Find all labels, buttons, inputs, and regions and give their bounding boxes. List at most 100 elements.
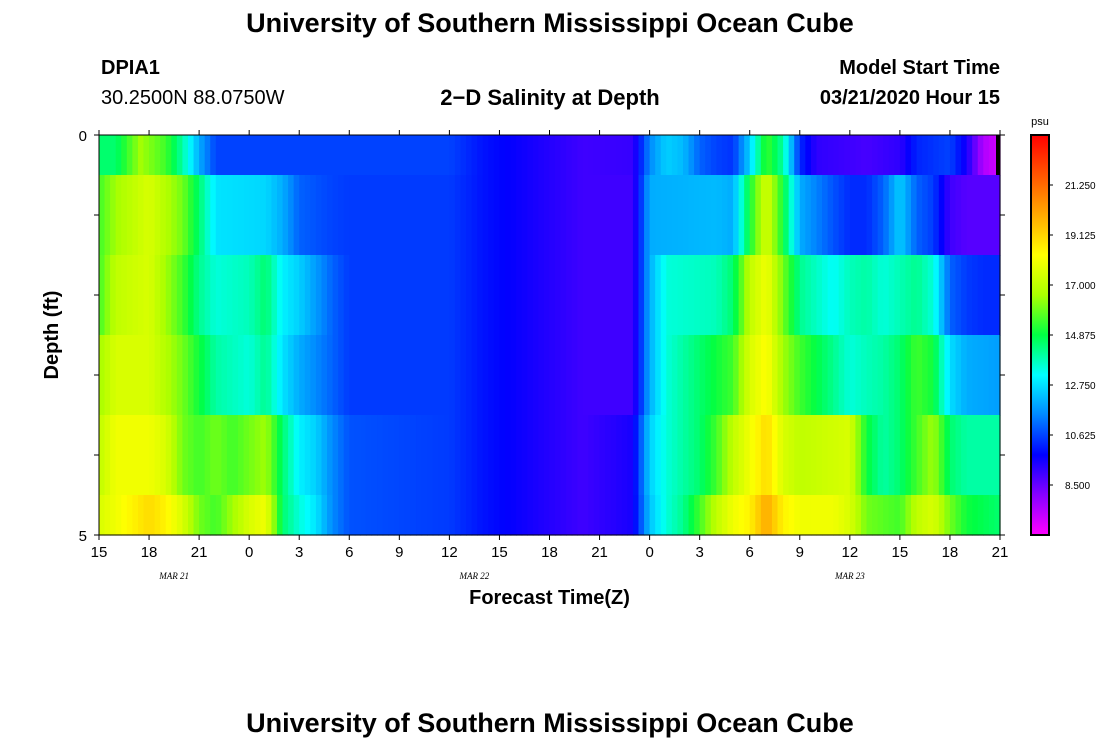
heatmap-cell bbox=[838, 175, 845, 256]
colorbar-tick-label: 21.250 bbox=[1065, 181, 1096, 192]
heatmap-cell bbox=[894, 175, 901, 256]
heatmap-cell bbox=[115, 135, 122, 176]
heatmap-cell bbox=[516, 175, 523, 256]
heatmap-cell bbox=[577, 415, 584, 496]
heatmap-cell bbox=[215, 175, 222, 256]
heatmap-cell bbox=[666, 415, 673, 496]
heatmap-cell bbox=[349, 255, 356, 336]
heatmap-cell bbox=[961, 135, 968, 176]
heatmap-cell bbox=[499, 255, 506, 336]
heatmap-cell bbox=[933, 255, 940, 336]
heatmap-cell bbox=[655, 495, 662, 536]
heatmap-cell bbox=[566, 415, 573, 496]
heatmap-cell bbox=[360, 495, 367, 536]
heatmap-cell bbox=[577, 255, 584, 336]
heatmap-cell bbox=[721, 415, 729, 496]
heatmap-cell bbox=[632, 335, 640, 416]
heatmap-cell bbox=[365, 335, 373, 416]
heatmap-cell bbox=[872, 415, 879, 496]
heatmap-cell bbox=[315, 135, 323, 176]
heatmap-cell bbox=[838, 135, 845, 176]
heatmap-cell bbox=[905, 175, 912, 256]
heatmap-cell bbox=[621, 495, 628, 536]
heatmap-cell bbox=[733, 415, 740, 496]
heatmap-cell bbox=[321, 255, 328, 336]
heatmap-cell bbox=[577, 495, 584, 536]
model-start-time: 03/21/2020 Hour 15 bbox=[819, 87, 1000, 109]
heatmap-cell bbox=[382, 135, 389, 176]
heatmap-cell bbox=[521, 135, 528, 176]
heatmap-cell bbox=[877, 255, 884, 336]
heatmap-cell bbox=[605, 135, 612, 176]
heatmap-cell bbox=[771, 335, 779, 416]
heatmap-cell bbox=[121, 415, 128, 496]
heatmap-cell bbox=[949, 495, 957, 536]
heatmap-cell bbox=[99, 175, 106, 256]
heatmap-cell bbox=[282, 335, 289, 416]
heatmap-cell bbox=[710, 415, 717, 496]
heatmap-cell bbox=[365, 415, 373, 496]
heatmap-cell bbox=[276, 335, 284, 416]
y-axis-label: Depth (ft) bbox=[41, 291, 63, 380]
heatmap-cell bbox=[249, 415, 256, 496]
heatmap-cell bbox=[949, 415, 957, 496]
heatmap-cell bbox=[883, 255, 890, 336]
heatmap-cell bbox=[849, 135, 856, 176]
heatmap-cell bbox=[855, 135, 862, 176]
heatmap-cell bbox=[994, 495, 1001, 536]
heatmap-cell bbox=[566, 495, 573, 536]
heatmap-cell bbox=[888, 255, 895, 336]
heatmap-cell bbox=[488, 135, 495, 176]
heatmap-cell bbox=[560, 335, 567, 416]
heatmap-cell bbox=[327, 175, 334, 256]
heatmap-cell bbox=[543, 175, 551, 256]
heatmap-cell bbox=[215, 255, 222, 336]
heatmap-cell bbox=[660, 335, 667, 416]
heatmap-cell bbox=[137, 175, 145, 256]
heatmap-cell bbox=[738, 135, 745, 176]
heatmap-cell bbox=[327, 255, 334, 336]
heatmap-cell bbox=[454, 415, 462, 496]
heatmap-cell bbox=[888, 335, 895, 416]
heatmap-cell bbox=[599, 495, 606, 536]
heatmap-cell bbox=[499, 175, 506, 256]
heatmap-cell bbox=[760, 415, 768, 496]
heatmap-cell bbox=[810, 495, 818, 536]
heatmap-cell bbox=[605, 335, 612, 416]
heatmap-cell bbox=[649, 415, 656, 496]
heatmap-cell bbox=[176, 495, 184, 536]
heatmap-cell bbox=[404, 335, 412, 416]
heatmap-cell bbox=[560, 135, 567, 176]
heatmap-cell bbox=[977, 415, 984, 496]
heatmap-cell bbox=[466, 255, 473, 336]
heatmap-cell bbox=[944, 495, 951, 536]
page-title-top: University of Southern Mississippi Ocean… bbox=[246, 8, 854, 38]
heatmap-cell bbox=[438, 135, 445, 176]
heatmap-cell bbox=[872, 255, 879, 336]
heatmap-cell bbox=[944, 255, 951, 336]
heatmap-cell bbox=[794, 335, 801, 416]
heatmap-cell bbox=[538, 175, 545, 256]
heatmap-cell bbox=[532, 135, 539, 176]
heatmap-cell bbox=[171, 135, 178, 176]
heatmap-cell bbox=[299, 415, 306, 496]
heatmap-cell bbox=[371, 255, 378, 336]
heatmap-cell bbox=[321, 175, 328, 256]
heatmap-cell bbox=[210, 255, 217, 336]
heatmap-cell bbox=[499, 335, 506, 416]
heatmap-cell bbox=[799, 415, 806, 496]
heatmap-cell bbox=[955, 175, 962, 256]
chart-title: 2−D Salinity at Depth bbox=[440, 85, 660, 110]
heatmap-cell bbox=[860, 255, 868, 336]
heatmap-cell bbox=[288, 135, 295, 176]
heatmap-cell bbox=[749, 135, 756, 176]
heatmap-cell bbox=[432, 335, 439, 416]
heatmap-cell bbox=[377, 135, 384, 176]
heatmap-cell bbox=[388, 495, 395, 536]
x-tick-label: 18 bbox=[141, 544, 158, 561]
heatmap-cell bbox=[154, 495, 161, 536]
heatmap-cell bbox=[855, 495, 862, 536]
heatmap-cell bbox=[493, 135, 501, 176]
heatmap-cell bbox=[210, 335, 217, 416]
heatmap-cell bbox=[215, 135, 222, 176]
